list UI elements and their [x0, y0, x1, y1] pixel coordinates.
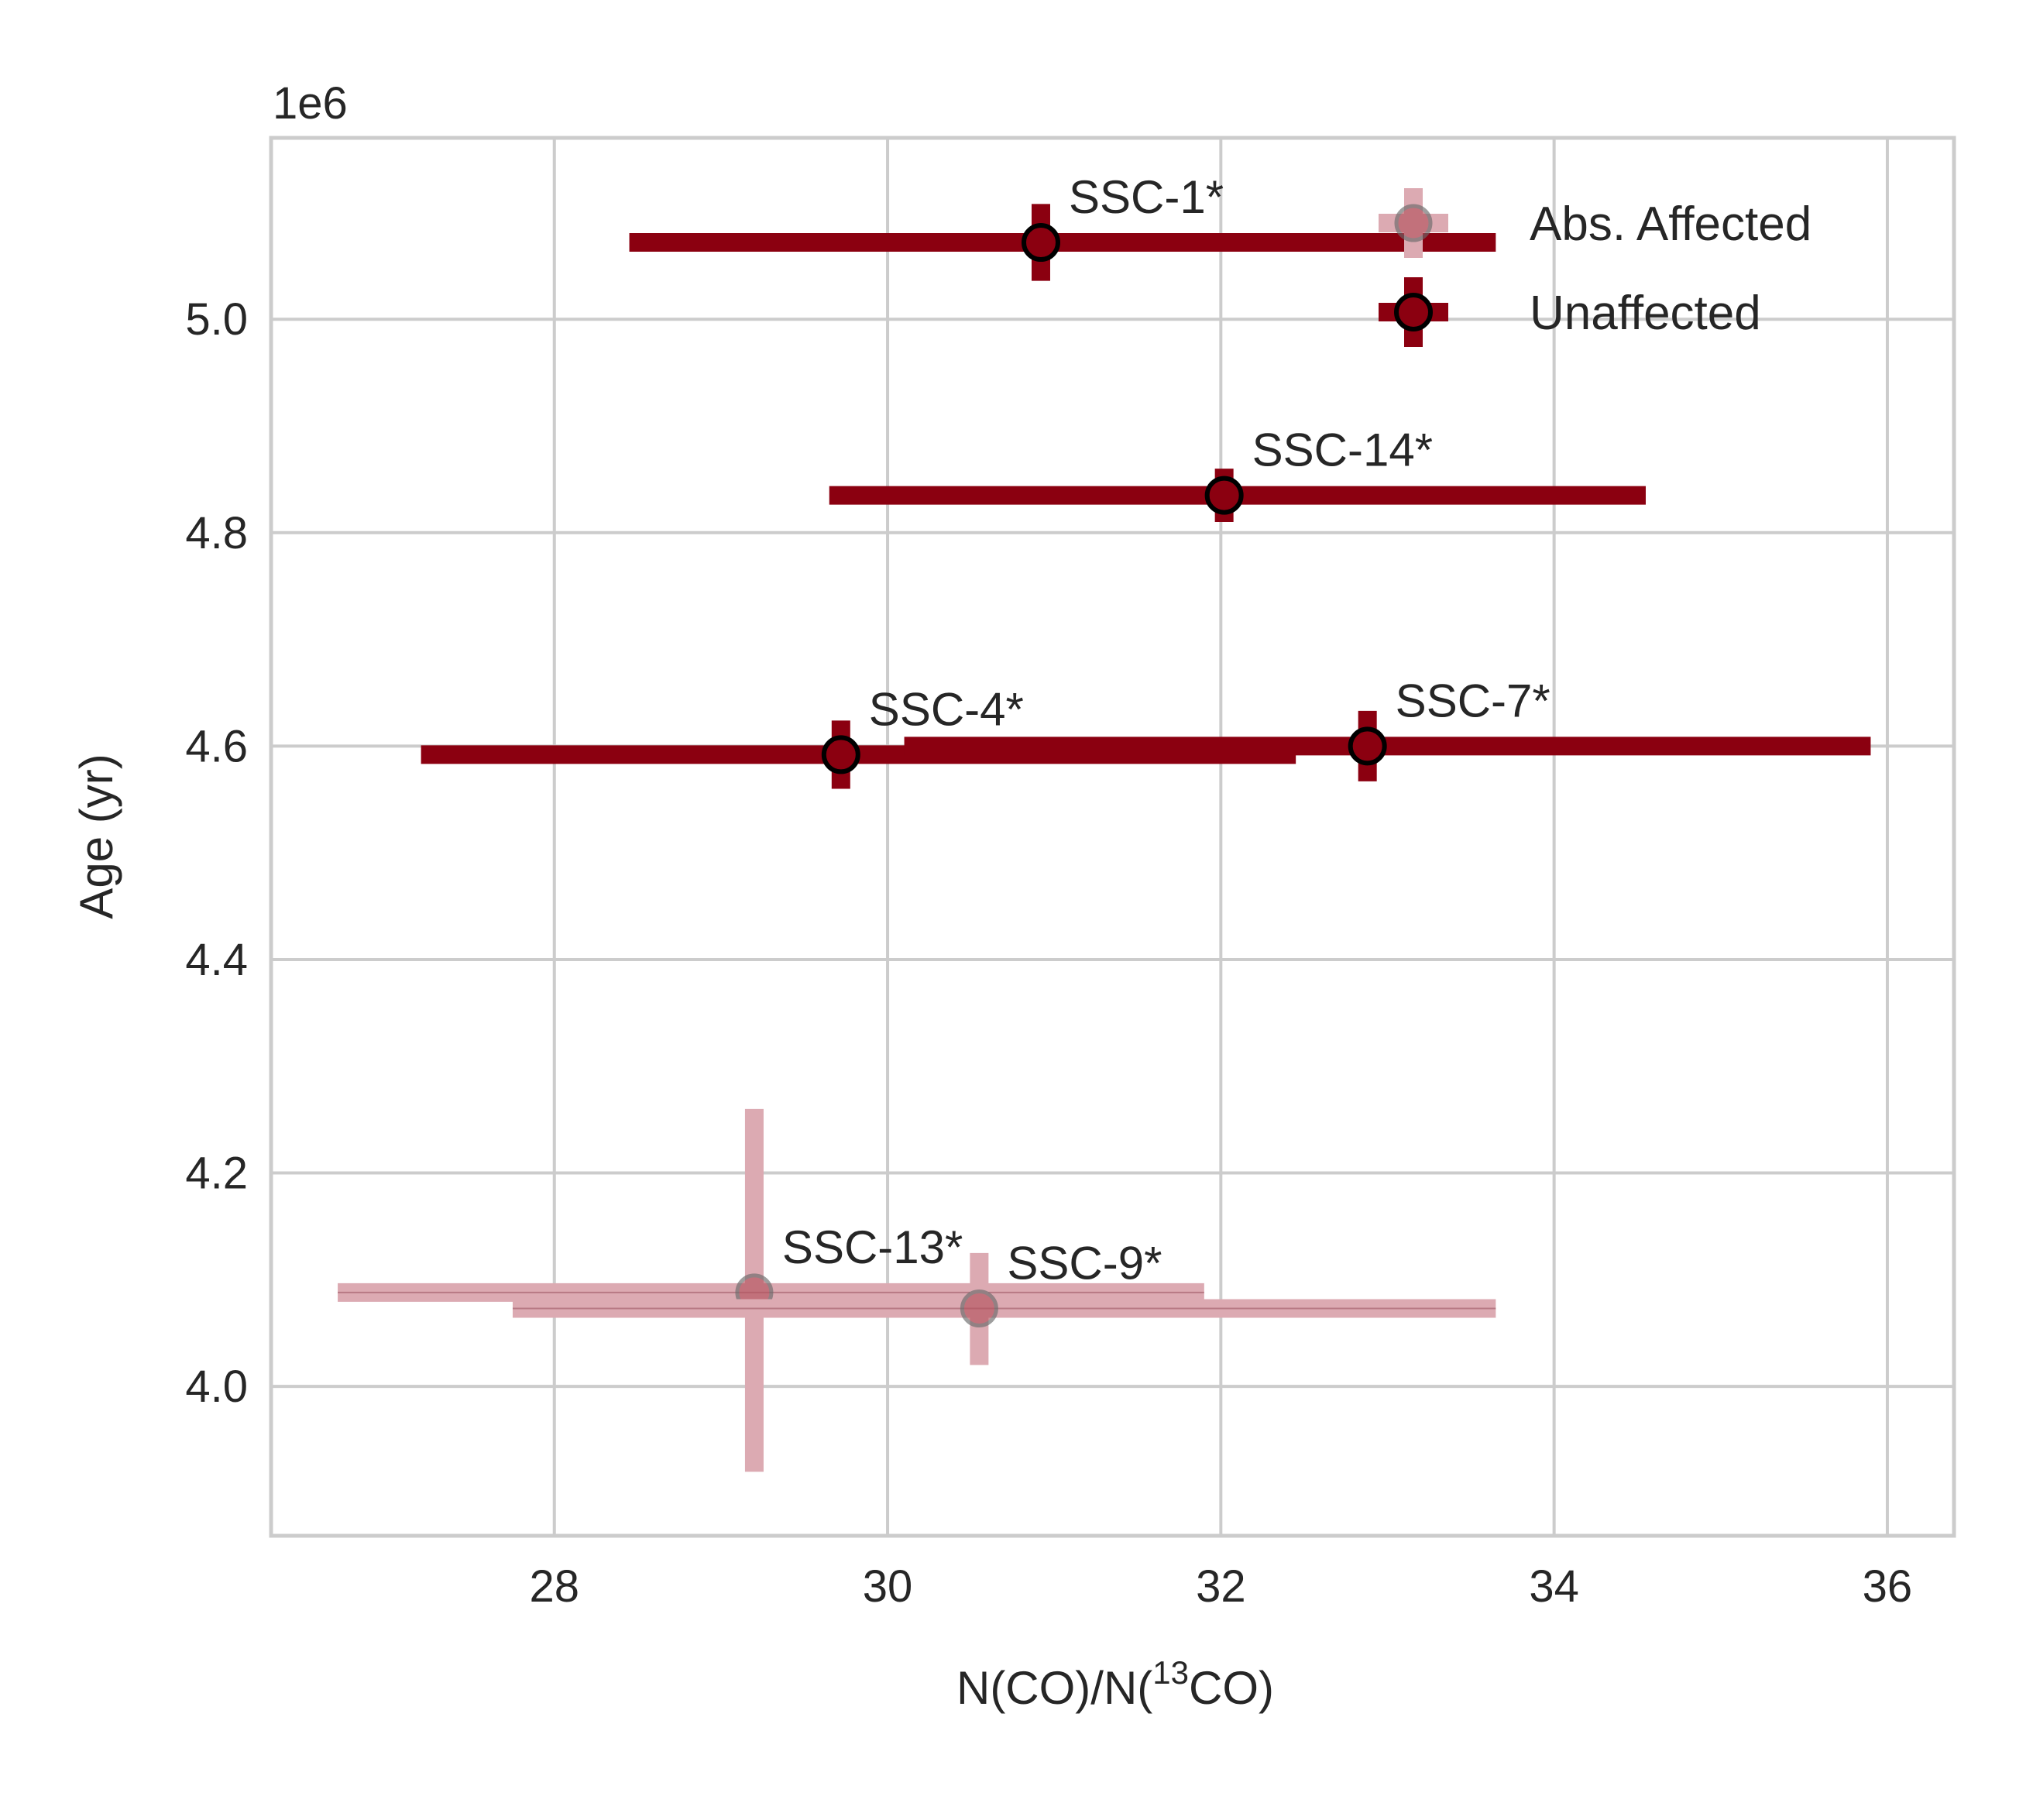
- y-tick-label: 4.8: [185, 508, 248, 558]
- y-axis-ticks: 4.0 4.2 4.4 4.6 4.8 5.0: [185, 294, 248, 1412]
- plot-frame: [269, 136, 1956, 1538]
- y-tick-label: 4.0: [185, 1362, 248, 1412]
- point-labels: SSC-13* SSC-9* SSC-1* SSC-14* SSC-4* SSC-7*: [782, 171, 1551, 1289]
- data-point-ssc-9: [960, 1289, 998, 1328]
- legend-label-affected: Abs. Affected: [1530, 197, 1811, 251]
- data-point-ssc-7: [1348, 726, 1387, 766]
- legend-marker-unaffected: [1394, 293, 1433, 331]
- x-tick-label: 32: [1196, 1561, 1246, 1612]
- point-label-ssc-4: SSC-4*: [869, 683, 1024, 735]
- y-tick-label: 4.2: [185, 1149, 248, 1199]
- x-axis-title-main: N(CO)/N(: [956, 1662, 1152, 1714]
- x-axis-title-tail: CO): [1189, 1662, 1274, 1714]
- point-label-ssc-13: SSC-13*: [782, 1221, 963, 1273]
- legend: Abs. Affected Unaffected: [1379, 188, 1811, 347]
- x-tick-label: 28: [529, 1561, 579, 1612]
- affected-series: [338, 1108, 1496, 1472]
- point-label-ssc-9: SSC-9*: [1007, 1238, 1162, 1289]
- legend-marker-affected: [1394, 204, 1433, 242]
- x-tick-label: 36: [1863, 1561, 1913, 1612]
- point-label-ssc-14: SSC-14*: [1252, 424, 1433, 476]
- data-point-ssc-1: [1021, 223, 1060, 263]
- x-tick-label: 34: [1529, 1561, 1579, 1612]
- legend-label-unaffected: Unaffected: [1530, 287, 1761, 340]
- y-tick-label: 5.0: [185, 294, 248, 345]
- y-axis-title: Age (yr): [70, 754, 122, 919]
- y-offset-label: 1e6: [273, 78, 348, 129]
- x-tick-label: 30: [863, 1561, 913, 1612]
- y-tick-label: 4.6: [185, 721, 248, 771]
- data-point-ssc-4: [821, 735, 860, 774]
- point-label-ssc-1: SSC-1*: [1069, 171, 1224, 223]
- point-label-ssc-7: SSC-7*: [1396, 675, 1551, 726]
- x-axis-title: N(CO)/N(13CO): [956, 1654, 1274, 1714]
- data-point-ssc-14: [1204, 476, 1244, 515]
- x-axis-ticks: 28 30 32 34 36: [529, 1561, 1912, 1612]
- x-axis-title-superscript: 13: [1152, 1654, 1189, 1691]
- unaffected-series: [421, 204, 1871, 789]
- y-tick-label: 4.4: [185, 935, 248, 985]
